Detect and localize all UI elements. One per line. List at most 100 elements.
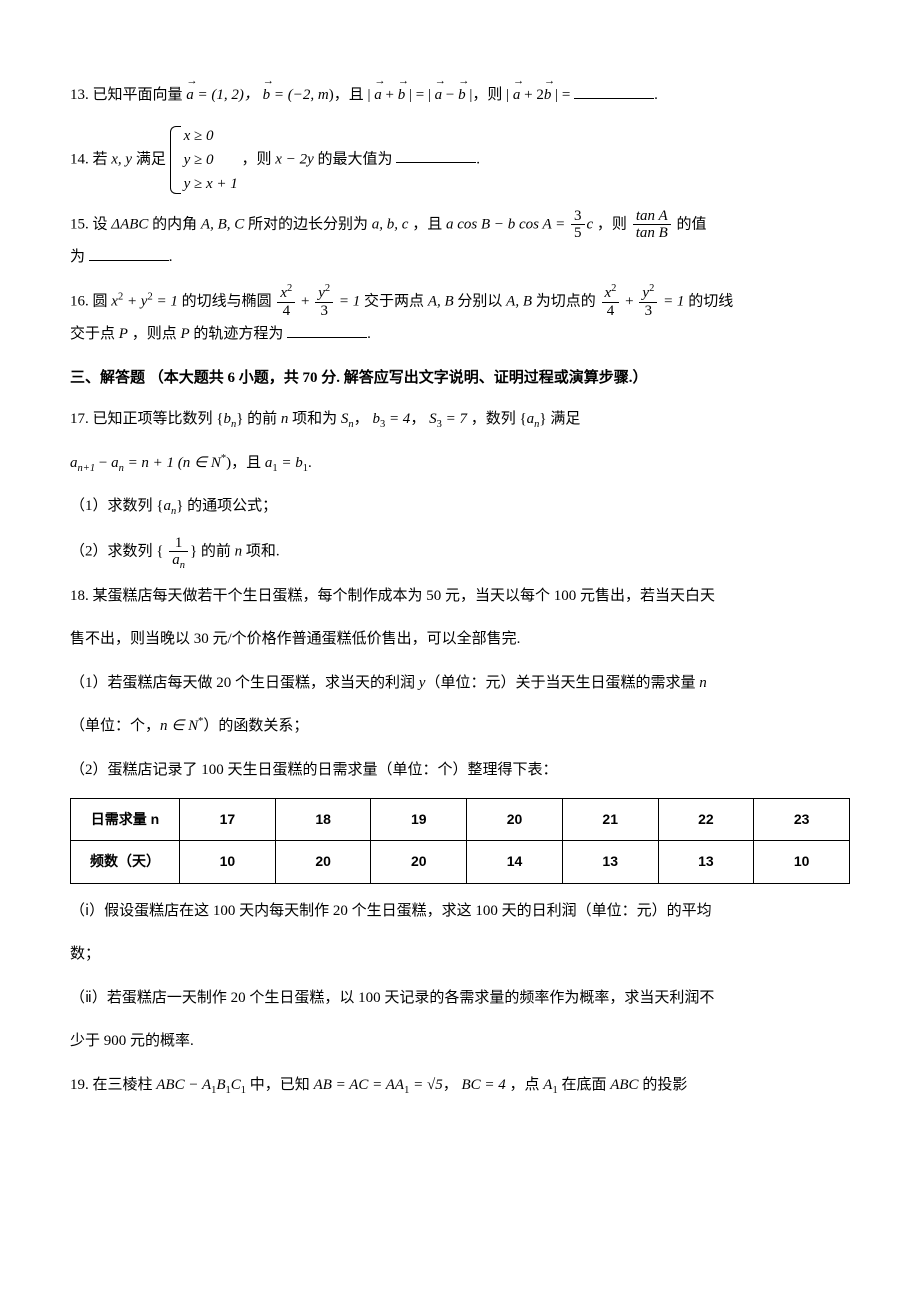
frac-35-den: 5 (571, 225, 585, 242)
q18-nin: n ∈ N (160, 718, 198, 734)
q16-end1: 的切线 (688, 293, 733, 309)
sq2: 2 (147, 291, 152, 302)
q14-then: ，则 (242, 151, 276, 167)
th-6: 22 (658, 799, 754, 841)
q18b-pi: （ⅰ）假设蛋糕店在这 100 天内每天制作 20 个生日蛋糕，求这 100 天的… (70, 903, 712, 919)
vec-a3: a (435, 80, 443, 112)
section-3-header: 三、解答题 （本大题共 6 小题，共 70 分. 解答应写出文字说明、证明过程或… (70, 363, 850, 395)
q17-b3: b (372, 411, 380, 427)
e2xsq: 2 (611, 283, 616, 294)
q17-l1b: } 的前 (236, 411, 281, 427)
problem-16: 16. 圆 x2 + y2 = 1 的切线与椭圆 x2 4 + y2 3 = 1… (70, 285, 850, 351)
q15-prefix: 设 (93, 216, 112, 232)
q14-num: 14. (70, 151, 89, 167)
q19-l1a: 在三棱柱 (93, 1077, 157, 1093)
problem-17-part1: （1）求数列 {an} 的通项公式； (70, 491, 850, 523)
td-0: 10 (180, 841, 276, 883)
frac-1an: 1 an (169, 535, 188, 569)
problem-18: 18. 某蛋糕店每天做若干个生日蛋糕，每个制作成本为 50 元，当天以每个 10… (70, 581, 850, 613)
q17-c1: ， (410, 411, 425, 427)
e1y: y (318, 285, 325, 301)
q19-abeq: AB = AC = AA (314, 1077, 405, 1093)
q17-num: 17. (70, 411, 89, 427)
problem-13: 13. 已知平面向量 a = (1, 2)， b = (−2, m)，且 | a… (70, 80, 850, 112)
sys-row3: y ≥ x + 1 (184, 172, 238, 196)
q16-num: 16. (70, 293, 89, 309)
sys-row1: x ≥ 0 (184, 124, 238, 148)
ellipse2-y: y2 3 (639, 285, 657, 319)
q16-mid3: 分别以 (457, 293, 506, 309)
td-1: 20 (275, 841, 371, 883)
q17-minus: − (95, 455, 111, 471)
q14-vars: x, y (111, 151, 132, 167)
circle-x: x (111, 293, 118, 309)
problem-17-line2: an+1 − an = n + 1 (n ∈ N*)，且 a1 = b1. (70, 448, 850, 480)
q17-l1c: 项和为 (288, 411, 341, 427)
q16-line2b: ，则点 (132, 326, 181, 342)
q18b-pi2: 数； (70, 946, 100, 962)
frac-35: 3 5 (571, 208, 585, 242)
frac-1an-a: a (172, 552, 180, 568)
q16-AB: A, B (428, 293, 454, 309)
q17-eqb1: = b (278, 455, 303, 471)
q19-l1c: ，点 (510, 1077, 544, 1093)
td-3: 14 (467, 841, 563, 883)
q16-P2: P (180, 326, 189, 342)
th-4: 20 (467, 799, 563, 841)
q15-then: ，则 (597, 216, 631, 232)
problem-19: 19. 在三棱柱 ABC − A1B1C1 中，已知 AB = AC = AA1… (70, 1070, 850, 1102)
e1eq: = 1 (339, 293, 360, 309)
q13-mid2: |，则 | (466, 87, 513, 103)
blank-15 (89, 245, 169, 261)
q18-part-ii: （ⅱ）若蛋糕店一天制作 20 个生日蛋糕，以 100 天记录的各需求量的频率作为… (70, 983, 850, 1015)
q17-l1e: ，数列 { (471, 411, 527, 427)
frac-35-num: 3 (571, 208, 585, 226)
ellipse1-y: y2 3 (315, 285, 333, 319)
q17-eq7: = 7 (442, 411, 467, 427)
q18-l2: 售不出，则当晚以 30 元/个价格作普通蛋糕低价售出，可以全部售完. (70, 631, 520, 647)
q17-l1a: 已知正项等比数列 { (93, 411, 224, 427)
td-5: 13 (658, 841, 754, 883)
blank-14 (396, 147, 476, 163)
td-2: 20 (371, 841, 467, 883)
e1y3: 3 (315, 303, 333, 320)
q17-l1d: ， (354, 411, 369, 427)
blank-13 (574, 83, 654, 99)
demand-table: 日需求量 n 17 18 19 20 21 22 23 频数（天） 10 20 … (70, 798, 850, 884)
q17-p2b: } 的前 (190, 543, 235, 559)
q16-line2a: 交于点 (70, 326, 119, 342)
q17-p1: （1）求数列 { (70, 498, 163, 514)
ellipse1-x: x2 4 (277, 285, 295, 319)
q13-mid: | = | (405, 87, 434, 103)
q13-beq2: )，且 | (329, 87, 375, 103)
q15-mid1: 的内角 (152, 216, 201, 232)
circle-eq1: = 1 (156, 293, 177, 309)
frac-tanB: tan B (633, 225, 671, 242)
q16-mid4: 为切点的 (536, 293, 600, 309)
constraint-system: x ≥ 0 y ≥ 0 y ≥ x + 1 (170, 124, 238, 196)
q19-c1: C (231, 1077, 241, 1093)
frac-tan: tan A tan B (633, 208, 671, 242)
circle-py: + y (127, 293, 148, 309)
q18-p1d: ）的函数关系； (203, 718, 308, 734)
q18-n: n (699, 675, 707, 691)
q16-AB2: A, B (506, 293, 532, 309)
q18b-pii2: 少于 900 元的概率. (70, 1033, 194, 1049)
q13-aeq: = (1, 2)， (194, 87, 259, 103)
q17-anp1: a (70, 455, 78, 471)
q18b-pii: （ⅱ）若蛋糕店一天制作 20 个生日蛋糕，以 100 天记录的各需求量的频率作为… (70, 990, 714, 1006)
q17-p2c: 项和. (242, 543, 280, 559)
vec-a2: a (374, 80, 382, 112)
problem-18-part1b: （单位：个，n ∈ N*）的函数关系； (70, 711, 850, 743)
q18-p1b: （单位：元）关于当天生日蛋糕的需求量 (425, 675, 699, 691)
q17-eqnp1: = n + 1 (n ∈ N (124, 455, 221, 471)
q14-satisfy: 满足 (136, 151, 170, 167)
q13-plus: + (382, 87, 398, 103)
sys-row2: y ≥ 0 (184, 148, 238, 172)
th-2: 18 (275, 799, 371, 841)
q19-bc: BC = 4 (461, 1077, 505, 1093)
q17-bn: b (223, 411, 231, 427)
q19-num: 19. (70, 1077, 89, 1093)
e1xsq: 2 (287, 283, 292, 294)
blank-16 (287, 322, 367, 338)
